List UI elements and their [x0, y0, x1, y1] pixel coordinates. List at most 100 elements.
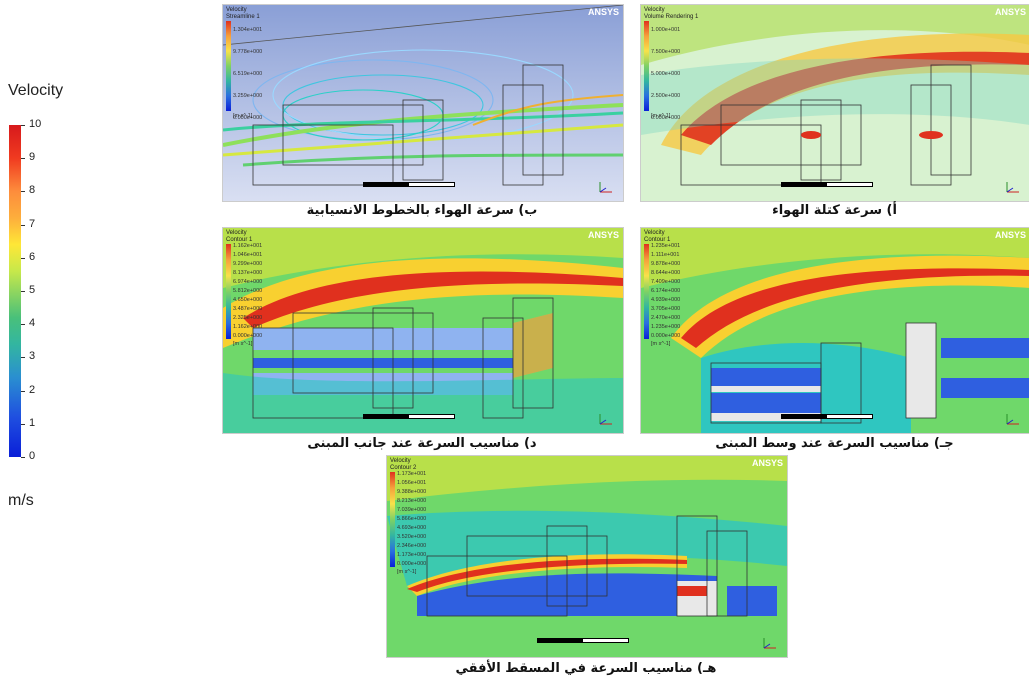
colorbar-label: 9.388e+000 — [397, 489, 427, 495]
axis-triad-icon — [599, 182, 612, 193]
colorbar-label: 2.325e+000 — [233, 315, 263, 321]
colorbar-tick-mark — [21, 390, 25, 392]
panel-c-title: Velocity Contour 1 — [644, 230, 671, 243]
panel-d-unit: [m s^-1] — [233, 341, 253, 347]
colorbar-label: 6.174e+000 — [651, 288, 681, 294]
panel-e-unit: [m s^-1] — [397, 569, 417, 575]
colorbar-label: 4.939e+000 — [651, 297, 681, 303]
colorbar-label: 2.346e+000 — [397, 543, 427, 549]
colorbar-label: 5.866e+000 — [397, 516, 427, 522]
colorbar-label: 1.046e+001 — [233, 252, 263, 258]
colorbar-label: 5.812e+000 — [233, 288, 263, 294]
axis-triad-icon — [599, 414, 612, 425]
colorbar-tick-mark — [21, 423, 25, 425]
scale-bar — [537, 638, 629, 643]
axis-triad-icon — [763, 638, 776, 649]
colorbar-label: 3.520e+000 — [397, 534, 427, 540]
colorbar-label: 1.162e+001 — [233, 243, 263, 249]
panel-contour-middle: Velocity Contour 1 1.235e+001 1.111e+001 9.… — [640, 227, 1029, 434]
velocity-colorbar — [9, 125, 21, 457]
colorbar-tick-label: 7 — [29, 217, 36, 230]
colorbar-label: 1.304e+001 — [233, 27, 263, 33]
panel-b-labels: 1.304e+001 9.778e+000 6.519e+000 3.259e+000… — [233, 19, 262, 129]
colorbar-label: 8.137e+000 — [233, 270, 263, 276]
colorbar-tick-mark — [21, 125, 25, 126]
colorbar-tick-label: 3 — [29, 350, 36, 363]
panel-a-unit: [m s^-1] — [651, 113, 671, 119]
ansys-logo: ANSYS — [587, 230, 619, 240]
colorbar-tick-mark — [21, 457, 25, 458]
panel-c-labels: 1.235e+001 1.111e+001 9.878e+000 8.644e+000… — [651, 242, 680, 341]
colorbar-label: 1.162e+000 — [233, 324, 263, 330]
colorbar-label: 1.000e+001 — [651, 27, 681, 33]
colorbar-label: 0.000e+000 — [651, 333, 681, 339]
colorbar-label: 3.705e+000 — [651, 306, 681, 312]
colorbar-label: 1.235e+000 — [651, 324, 681, 330]
colorbar-label: 6.519e+000 — [233, 71, 263, 77]
colorbar-label: 9.878e+000 — [651, 261, 681, 267]
panel-e-title: Velocity Contour 2 — [390, 458, 417, 471]
colorbar-label: 2.470e+000 — [651, 315, 681, 321]
caption-c: جـ) مناسيب السرعة عند وسط المبنى — [715, 436, 954, 451]
colorbar-label: 9.778e+000 — [233, 49, 263, 55]
scale-bar — [363, 414, 455, 419]
colorbar-label: 1.173e+001 — [397, 471, 427, 477]
panel-a-labels: 1.000e+001 7.500e+000 5.000e+000 2.500e+000… — [651, 19, 680, 129]
colorbar-label: 8.644e+000 — [651, 270, 681, 276]
panel-c-colorbar — [644, 244, 649, 339]
colorbar-tick-mark — [21, 257, 25, 259]
colorbar-label: 1.056e+001 — [397, 480, 427, 486]
panel-e-labels: 1.173e+001 1.056e+001 9.388e+000 8.213e+000… — [397, 470, 426, 569]
colorbar-tick-label: 2 — [29, 383, 36, 396]
panel-d-title: Velocity Contour 1 — [226, 230, 253, 243]
colorbar-label: 0.000e+000 — [651, 115, 681, 121]
legend-unit: m/s — [8, 492, 34, 509]
panel-b-title: Velocity Streamline 1 — [226, 7, 260, 20]
colorbar-tick-mark — [21, 291, 25, 292]
panel-contour-plan: Velocity Contour 2 1.173e+001 1.056e+001 9.… — [386, 455, 788, 658]
colorbar-label: 2.500e+000 — [651, 93, 681, 99]
colorbar-label: 0.000e+000 — [233, 333, 263, 339]
legend-title: Velocity — [8, 82, 64, 99]
colorbar-label: 0.000e+000 — [233, 115, 263, 121]
panel-b-unit: [m s^-1] — [233, 113, 253, 119]
colorbar-tick-mark — [21, 357, 25, 359]
colorbar-tick-label: 0 — [29, 450, 36, 462]
colorbar-label: 0.000e+000 — [397, 561, 427, 567]
colorbar-tick-label: 5 — [29, 284, 36, 296]
axis-triad-icon — [1006, 414, 1019, 425]
ansys-logo: ANSYS — [994, 7, 1026, 17]
panel-e-colorbar — [390, 472, 395, 567]
colorbar-label: 9.299e+000 — [233, 261, 263, 267]
caption-b: ب) سرعة الهواء بالخطوط الانسيابية — [306, 203, 538, 218]
colorbar-label: 5.000e+000 — [651, 71, 681, 77]
colorbar-label: 3.487e+000 — [233, 306, 263, 312]
scale-bar — [781, 182, 873, 187]
colorbar-label: 7.039e+000 — [397, 507, 427, 513]
colorbar-label: 1.235e+001 — [651, 243, 681, 249]
colorbar-tick-mark — [21, 191, 25, 193]
colorbar-label: 4.650e+000 — [233, 297, 263, 303]
colorbar-label: 7.500e+000 — [651, 49, 681, 55]
colorbar-tick-label: 9 — [29, 151, 36, 164]
colorbar-label: 1.111e+001 — [651, 252, 680, 258]
panel-b-colorbar — [226, 21, 231, 111]
axis-triad-icon — [1006, 182, 1019, 193]
colorbar-tick-label: 1 — [29, 416, 36, 429]
colorbar-label: 4.693e+000 — [397, 525, 427, 531]
colorbar-label: 3.259e+000 — [233, 93, 263, 99]
scale-bar — [781, 414, 873, 419]
ansys-logo: ANSYS — [751, 458, 783, 468]
colorbar-tick-label: 8 — [29, 184, 36, 197]
colorbar-label: 1.173e+000 — [397, 552, 427, 558]
panel-a-title: Velocity Volume Rendering 1 — [644, 7, 699, 20]
colorbar-tick-label: 6 — [29, 250, 36, 263]
colorbar-label: 6.974e+000 — [233, 279, 263, 285]
colorbar-tick-mark — [21, 224, 25, 226]
ansys-logo: ANSYS — [587, 7, 619, 17]
caption-d: د) مناسيب السرعة عند جانب المبنى — [307, 436, 537, 451]
colorbar-label: 8.213e+000 — [397, 498, 427, 504]
caption-a: أ) سرعة كتلة الهواء — [772, 203, 897, 218]
colorbar-tick-label: 4 — [29, 317, 36, 330]
colorbar-tick-mark — [21, 158, 25, 160]
